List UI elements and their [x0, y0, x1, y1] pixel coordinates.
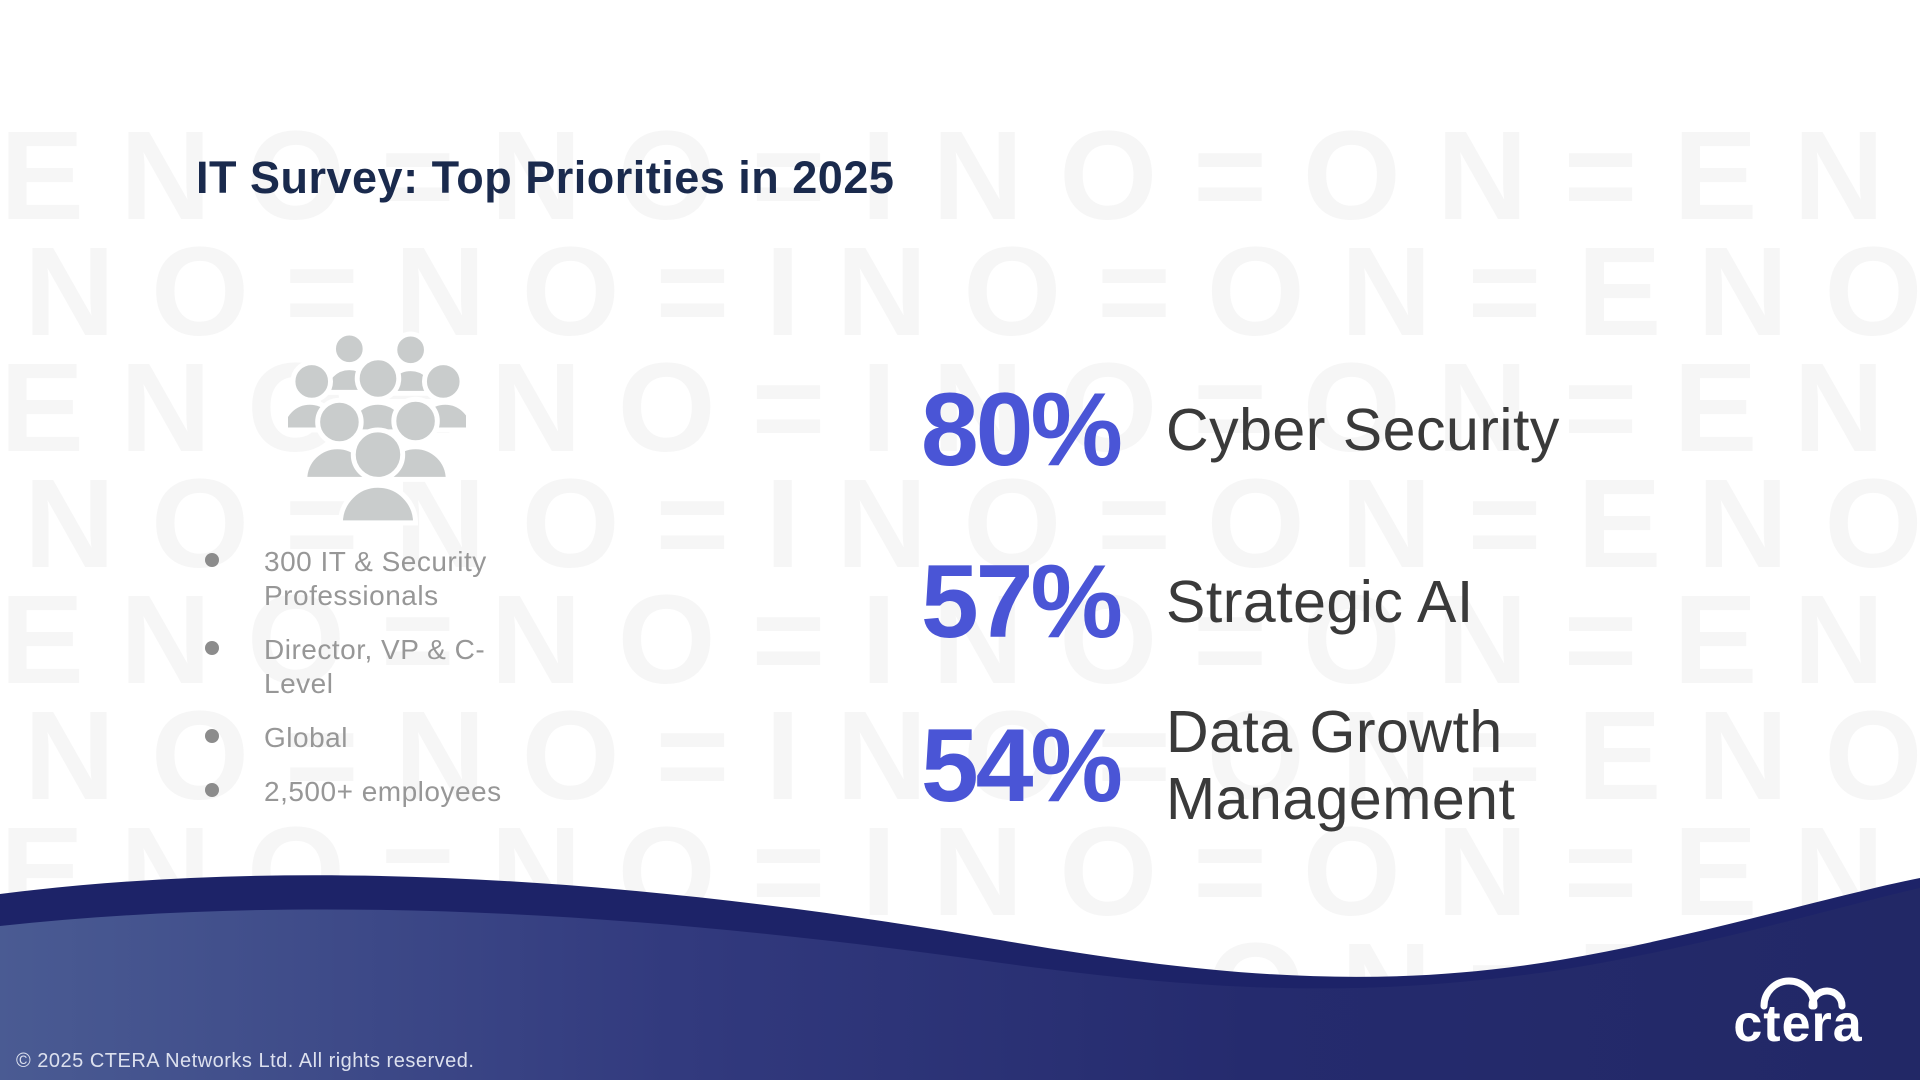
background-pattern-row: ENO=NO=INO=ON=ENO=NO=INO=ON=ENO=NO	[0, 221, 1920, 362]
footer-wave	[0, 875, 1920, 1080]
list-item: 300 IT & Security Professionals	[205, 545, 546, 613]
background-pattern-row: ENO=NO=INO=ON=ENO=NO=INO=ON=ENO=NO	[0, 685, 1920, 826]
list-item: Director, VP & C-Level	[205, 633, 546, 701]
list-item: Global	[205, 721, 546, 755]
stat-value: 57%	[920, 543, 1123, 660]
stat-value: 80%	[920, 371, 1123, 488]
ctera-logo: ctera	[1718, 960, 1878, 1050]
page-title: IT Survey: Top Priorities in 2025	[196, 152, 895, 204]
stat-label: Cyber Security	[1166, 396, 1560, 463]
bullet-dot-icon	[205, 641, 219, 655]
bullet-dot-icon	[205, 553, 219, 567]
bullet-text: 300 IT & Security Professionals	[264, 546, 487, 611]
bullet-dot-icon	[205, 783, 219, 797]
audience-bullet-list: 300 IT & Security Professionals Director…	[205, 545, 546, 829]
bullet-text: Director, VP & C-Level	[264, 634, 486, 699]
ctera-cloud-icon	[1760, 977, 1846, 1010]
background-pattern-row: ENO=NO=INO=ON=ENO=NO=INO=ON=ENO=NO	[0, 569, 1920, 710]
stat-row-data-growth: 54% Data Growth Management	[868, 696, 1636, 836]
list-item: 2,500+ employees	[205, 775, 546, 809]
stat-row-cyber-security: 80% Cyber Security	[868, 372, 1636, 488]
background-pattern-row: ENO=NO=INO=ON=ENO=NO=INO=ON=ENO=NO	[0, 118, 1920, 246]
bullet-dot-icon	[205, 729, 219, 743]
copyright-text: © 2025 CTERA Networks Ltd. All rights re…	[16, 1050, 475, 1072]
stat-value: 54%	[920, 707, 1123, 824]
ctera-logo-text: ctera	[1733, 995, 1863, 1053]
stat-label: Data Growth Management	[1166, 699, 1516, 832]
bullet-text: Global	[264, 722, 348, 753]
bullet-text: 2,500+ employees	[264, 776, 502, 807]
stat-label: Strategic AI	[1166, 568, 1474, 635]
people-group-icon	[288, 330, 466, 526]
stat-row-strategic-ai: 57% Strategic AI	[868, 544, 1636, 660]
